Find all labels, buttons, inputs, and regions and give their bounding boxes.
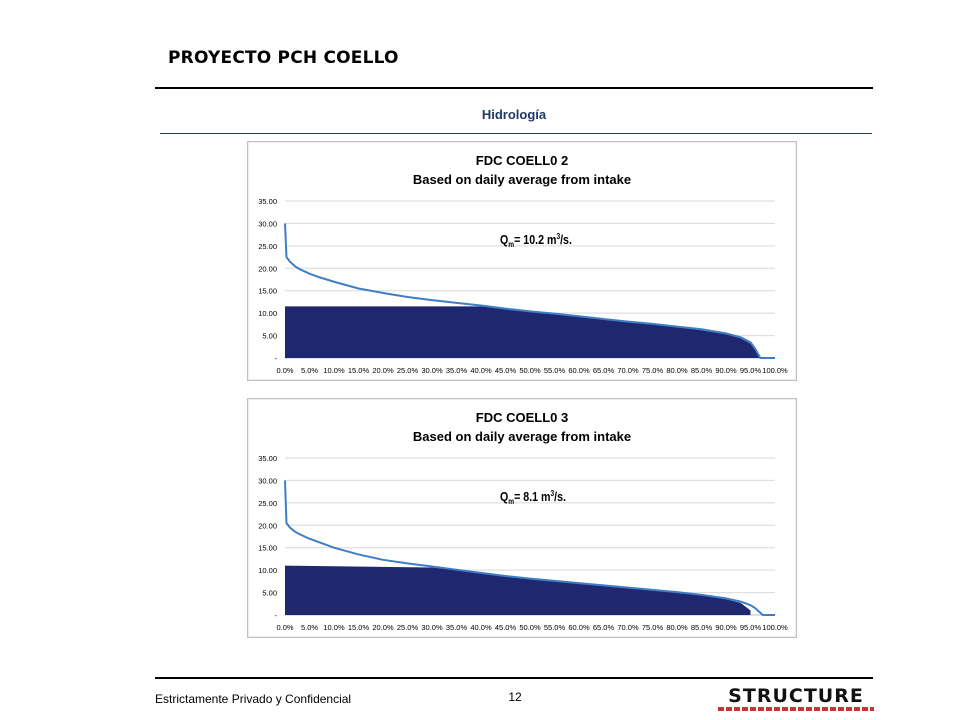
y-tick-label: 20.00: [258, 521, 277, 530]
x-tick-label: 15.0%: [348, 366, 370, 375]
x-tick-label: 45.0%: [495, 366, 517, 375]
y-tick-label: 30.00: [258, 476, 277, 485]
annotation-superscript: 3: [556, 231, 560, 241]
x-tick-label: 90.0%: [715, 366, 737, 375]
annotation-unit: /s.: [560, 232, 572, 247]
x-tick-label: 55.0%: [544, 623, 566, 632]
section-title: Hidrología: [481, 107, 547, 122]
x-tick-label: 25.0%: [397, 623, 419, 632]
annotation-subscript: m: [508, 496, 514, 506]
x-tick-label: 80.0%: [666, 623, 688, 632]
turbined-flow-area: [285, 306, 761, 358]
x-tick-label: 50.0%: [519, 366, 541, 375]
mean-flow-annotation: Qm= 10.2 m3/s.: [500, 231, 572, 249]
footer-divider: [155, 677, 873, 679]
y-tick-label: 5.00: [262, 589, 277, 598]
y-tick-label: 15.00: [258, 544, 277, 553]
section-divider: [160, 133, 872, 134]
y-tick-label: 25.00: [258, 242, 277, 251]
x-tick-label: 80.0%: [666, 366, 688, 375]
turbined-flow-area: [285, 565, 751, 615]
x-tick-label: 0.0%: [276, 366, 293, 375]
chart-subtitle: Based on daily average from intake: [413, 172, 631, 187]
x-tick-label: 45.0%: [495, 623, 517, 632]
y-tick-label: 35.00: [258, 197, 277, 206]
x-tick-label: 95.0%: [740, 366, 762, 375]
x-tick-label: 65.0%: [593, 623, 615, 632]
chart-title: FDC COELL0 3: [476, 410, 568, 425]
x-tick-label: 85.0%: [691, 366, 713, 375]
y-tick-label: -: [275, 611, 278, 620]
x-tick-label: 50.0%: [519, 623, 541, 632]
x-tick-label: 75.0%: [642, 623, 664, 632]
annotation-symbol: Q: [500, 489, 508, 504]
x-tick-label: 15.0%: [348, 623, 370, 632]
x-tick-label: 0.0%: [276, 623, 293, 632]
y-tick-label: 35.00: [258, 454, 277, 463]
y-tick-label: 30.00: [258, 219, 277, 228]
x-tick-label: 75.0%: [642, 366, 664, 375]
x-tick-label: 40.0%: [470, 623, 492, 632]
logo-text: STRUCTURE: [728, 685, 864, 707]
y-tick-label: -: [275, 354, 278, 363]
mean-flow-annotation: Qm= 8.1 m3/s.: [500, 488, 566, 506]
annotation-symbol: Q: [500, 232, 508, 247]
chart-title: FDC COELL0 2: [476, 153, 568, 168]
x-tick-label: 5.0%: [301, 623, 318, 632]
x-tick-label: 30.0%: [421, 366, 443, 375]
x-tick-label: 5.0%: [301, 366, 318, 375]
y-tick-label: 20.00: [258, 264, 277, 273]
y-tick-label: 15.00: [258, 287, 277, 296]
flow-duration-curve: [284, 223, 775, 359]
flow-duration-curve: [284, 480, 775, 616]
x-tick-label: 100.0%: [762, 623, 788, 632]
confidential-notice: Estrictamente Privado y Confidencial: [155, 692, 352, 706]
x-tick-label: 60.0%: [568, 366, 590, 375]
logo-accent-bar: [718, 707, 874, 711]
x-tick-label: 25.0%: [397, 366, 419, 375]
x-tick-label: 10.0%: [323, 623, 345, 632]
page-title: PROYECTO PCH COELLO: [168, 48, 399, 68]
x-tick-label: 20.0%: [372, 623, 394, 632]
x-tick-label: 85.0%: [691, 623, 713, 632]
x-tick-label: 10.0%: [323, 366, 345, 375]
header-divider: [155, 87, 873, 89]
x-tick-label: 40.0%: [470, 366, 492, 375]
page-number: 12: [508, 690, 522, 704]
annotation-superscript: 3: [551, 488, 555, 498]
fdc-chart-coello-3: FDC COELL0 3 Based on daily average from …: [247, 398, 797, 638]
y-tick-label: 5.00: [262, 332, 277, 341]
annotation-value: = 10.2 m: [514, 232, 556, 247]
annotation-value: = 8.1 m: [514, 489, 550, 504]
x-tick-label: 60.0%: [568, 623, 590, 632]
x-tick-label: 35.0%: [446, 623, 468, 632]
y-tick-label: 10.00: [258, 566, 277, 575]
x-tick-label: 100.0%: [762, 366, 788, 375]
x-tick-label: 90.0%: [715, 623, 737, 632]
chart-subtitle: Based on daily average from intake: [413, 429, 631, 444]
annotation-unit: /s.: [554, 489, 566, 504]
annotation-subscript: m: [508, 239, 514, 249]
x-tick-label: 70.0%: [617, 366, 639, 375]
x-tick-label: 55.0%: [544, 366, 566, 375]
x-tick-label: 20.0%: [372, 366, 394, 375]
y-tick-label: 25.00: [258, 499, 277, 508]
structure-logo: STRUCTURE: [718, 687, 874, 713]
x-tick-label: 30.0%: [421, 623, 443, 632]
y-tick-label: 10.00: [258, 309, 277, 318]
x-tick-label: 70.0%: [617, 623, 639, 632]
fdc-chart-coello-2: FDC COELL0 2 Based on daily average from …: [247, 141, 797, 381]
x-tick-label: 95.0%: [740, 623, 762, 632]
x-tick-label: 35.0%: [446, 366, 468, 375]
x-tick-label: 65.0%: [593, 366, 615, 375]
